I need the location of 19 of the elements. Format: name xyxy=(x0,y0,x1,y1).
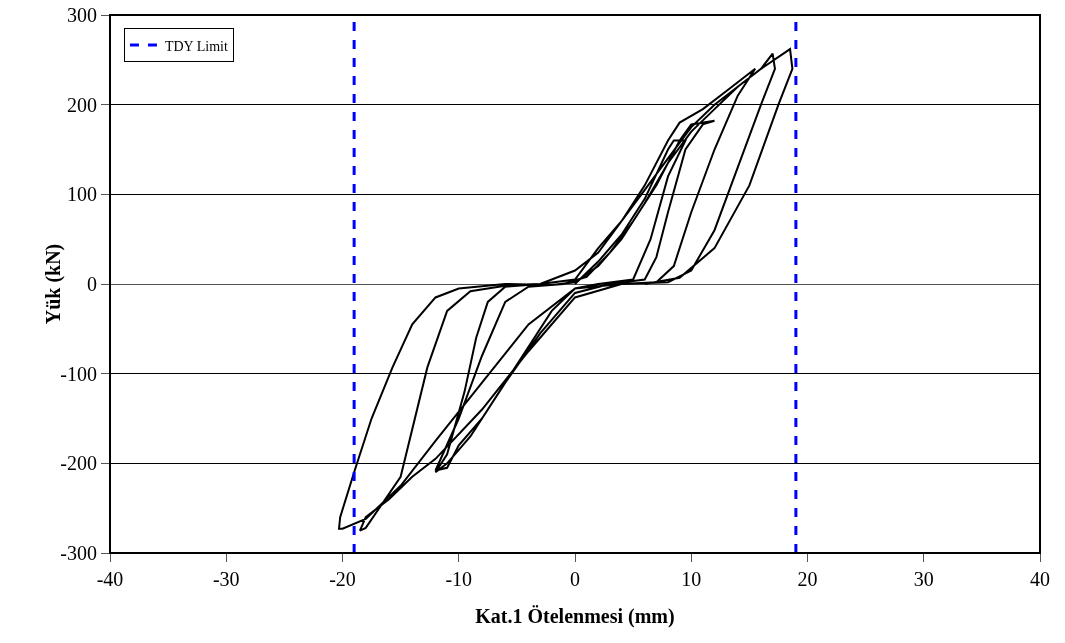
y-tick-label: 100 xyxy=(67,183,97,206)
x-tick-label: -30 xyxy=(212,568,240,590)
y-tick-label: 200 xyxy=(67,93,97,116)
y-tick-label: 0 xyxy=(87,273,97,295)
x-tick-label: 30 xyxy=(913,568,934,590)
x-tick-label: 40 xyxy=(1030,568,1050,590)
y-axis-title: Yük (kN) xyxy=(42,243,65,325)
x-tick-label: 20 xyxy=(797,568,818,590)
x-tick-label: 10 xyxy=(681,568,702,590)
y-tick-label: 300 xyxy=(67,4,97,26)
x-tick-label: 0 xyxy=(570,568,580,590)
y-tick-label: -300 xyxy=(60,542,97,564)
x-tick-label: -10 xyxy=(445,568,473,590)
y-tick-label: -200 xyxy=(60,452,97,475)
legend-label: TDY Limit xyxy=(164,38,228,54)
x-tick-label: -20 xyxy=(329,568,356,590)
x-tick-label: -40 xyxy=(96,568,124,590)
y-tick-label: -100 xyxy=(60,362,97,385)
x-axis-title: Kat.1 Ötelenmesi (mm) xyxy=(475,605,675,628)
